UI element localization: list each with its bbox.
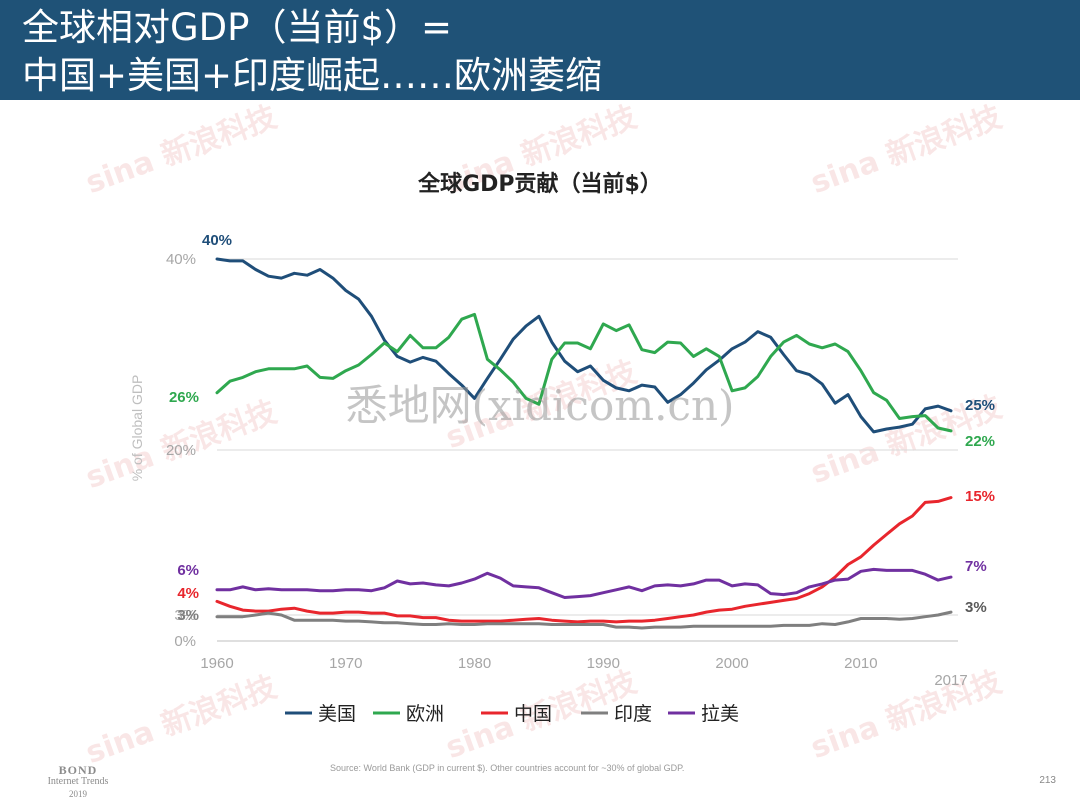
y-axis-label: % of Global GDP	[129, 375, 145, 482]
series-start-label: 26%	[169, 389, 199, 406]
y-tick-label: 40%	[166, 251, 196, 268]
x-tick-label: 1970	[329, 655, 362, 672]
y-tick-label: 0%	[174, 633, 196, 650]
series-end-label: 22%	[965, 433, 995, 450]
x-tick-label: 1960	[200, 655, 233, 672]
page-title-line2: 中国+美国+印度崛起……欧洲萎缩	[22, 54, 603, 97]
series-end-label: 7%	[965, 558, 987, 575]
series-line	[215, 312, 953, 433]
source-note: Source: World Bank (GDP in current $). O…	[330, 763, 685, 773]
series-line	[215, 567, 953, 599]
series-start-label: 3%	[177, 607, 199, 624]
chart-title: 全球GDP贡献（当前$）	[418, 172, 662, 197]
x-tick-label: 1990	[587, 655, 620, 672]
brand-name: BOND	[58, 763, 98, 777]
page-number: 213	[1039, 775, 1056, 786]
x-tick-label: 2000	[715, 655, 748, 672]
series-line	[215, 257, 953, 434]
legend-label: 美国	[318, 703, 356, 725]
x-tick-label: 2017	[934, 672, 967, 689]
title-banner: 全球相对GDP（当前$）= 中国+美国+印度崛起……欧洲萎缩	[0, 0, 1080, 100]
legend-label: 欧洲	[406, 703, 444, 725]
brand-subtitle: Internet Trends	[47, 776, 109, 787]
legend-label: 印度	[614, 703, 652, 725]
legend-label: 拉美	[701, 703, 739, 725]
y-tick-label: 20%	[166, 442, 196, 459]
series-end-label: 3%	[965, 599, 987, 616]
x-tick-label: 2010	[844, 655, 877, 672]
series-line	[215, 496, 953, 624]
series-start-label: 40%	[202, 232, 232, 249]
brand-year: 2019	[69, 789, 87, 799]
series-start-label: 6%	[177, 562, 199, 579]
legend-label: 中国	[514, 703, 552, 725]
series-end-label: 25%	[965, 397, 995, 414]
page-title-line1: 全球相对GDP（当前$）=	[22, 6, 453, 49]
series-end-label: 15%	[965, 488, 995, 505]
series-start-label: 4%	[177, 585, 199, 602]
x-tick-label: 1980	[458, 655, 491, 672]
series-line	[215, 610, 953, 630]
bond-logo: BOND Internet Trends 2019	[38, 764, 118, 800]
y-tick-label: 3%	[174, 607, 196, 624]
